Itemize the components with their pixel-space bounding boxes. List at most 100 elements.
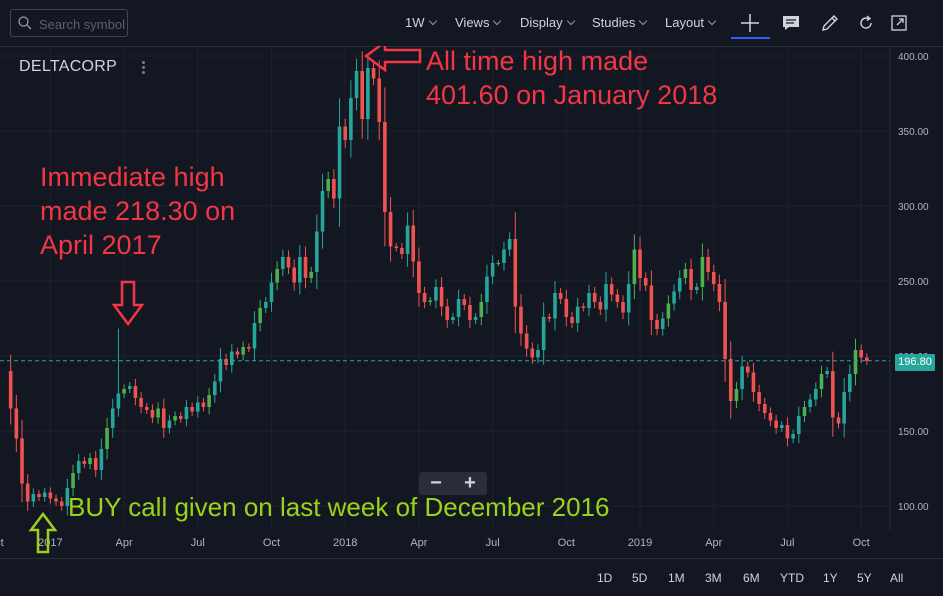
candle-body [439,287,444,307]
candle-body [25,483,30,502]
candle-body [394,246,399,248]
x-tick-label: Oct [853,537,870,549]
candle-body [649,285,654,320]
range-1y-button[interactable]: 1Y [823,571,838,585]
candle-body [621,302,625,313]
candle-body [315,231,319,272]
arrow-left-icon [363,46,422,73]
range-5y-button[interactable]: 5Y [857,571,872,585]
display-menu[interactable]: Display [520,15,575,30]
candle-body [853,350,858,374]
views-menu[interactable]: Views [455,15,502,30]
search-input[interactable] [37,14,127,34]
candle-body [587,293,591,308]
candle-body [575,306,580,323]
range-6m-button[interactable]: 6M [743,571,760,585]
candle-body [252,323,257,349]
zoom-in-button[interactable]: + [464,472,476,494]
ath-annotation-line1: All time high made [426,46,649,76]
candle-body [275,269,279,283]
search-box[interactable] [10,9,128,37]
candle-body [354,71,359,98]
x-tick-label: 2018 [333,537,357,549]
candle-body [309,272,313,278]
candle-body [405,225,410,254]
candle-body [150,410,155,418]
candle-body [201,402,206,407]
candle-body [694,287,699,290]
candle-body [303,257,308,278]
studies-menu[interactable]: Studies [592,15,648,30]
x-tick-label: 2019 [628,537,652,549]
candle-body [655,320,659,329]
candle-body [814,389,818,400]
layout-label: Layout [665,15,705,30]
candle-body [723,302,727,359]
immediate-annotation-line1: Immediate high [40,162,225,192]
x-tick-label: Jul [486,537,500,549]
range-all-button[interactable]: All [890,571,904,585]
candlestick-series [8,51,869,516]
candle-body [672,291,676,304]
message-icon[interactable] [781,13,801,33]
candle-body [388,212,393,247]
candle-body [660,318,665,329]
crosshair-icon[interactable] [740,13,760,33]
candle-body [547,317,552,319]
candle-body [235,351,240,355]
candle-body [195,402,200,412]
candle-body [360,71,365,119]
symbol-title[interactable]: DELTACORP [19,58,118,75]
candle-body [88,458,92,464]
candle-body [105,428,109,449]
candle-body [337,126,342,199]
x-tick-label: Apr [410,537,427,549]
candle-body [802,407,807,416]
fullscreen-icon[interactable] [889,13,909,33]
range-5d-button[interactable]: 5D [632,571,648,585]
range-3m-button[interactable]: 3M [705,571,722,585]
chevron-down-icon [428,16,437,26]
x-tick-label: Jul [780,537,794,549]
candle-body [144,407,149,410]
candle-body [320,191,325,232]
arrow-down-icon [111,280,145,327]
candle-body [434,287,438,301]
y-tick-label: 100.00 [898,502,929,513]
range-ytd-button[interactable]: YTD [780,571,804,585]
more-options-icon[interactable] [139,60,147,76]
candle-body [224,359,228,365]
x-tick-label: Oct [263,537,280,549]
candle-body [541,317,546,350]
candle-body [178,416,183,419]
candle-body [785,425,790,439]
range-1d-button[interactable]: 1D [597,571,613,585]
candle-body [831,371,835,418]
candle-body [445,306,450,320]
range-1m-button[interactable]: 1M [668,571,685,585]
candle-body [524,333,529,349]
candle-body [14,408,19,439]
candle-body [485,276,489,302]
candle-body [592,293,597,302]
candle-body [689,269,693,290]
undo-icon[interactable] [856,13,876,33]
price-chart[interactable]: 100.00150.00200.00250.00300.00350.00400.… [0,46,943,558]
candle-body [757,392,761,404]
candle-body [728,359,733,401]
candle-body [536,350,540,358]
pencil-icon[interactable] [820,13,840,33]
interval-select[interactable]: 1W [405,15,437,30]
candle-body [734,389,739,401]
candle-body [37,494,41,497]
candle-body [490,263,495,277]
candle-body [417,261,421,293]
candle-body [8,371,13,409]
zoom-out-button[interactable]: − [430,472,442,494]
candle-body [842,392,846,424]
current-price-badge: 196.80 [895,354,935,371]
candle-body [82,461,87,464]
time-axis: ct 2017 Apr Jul Oct 2018 Apr Jul Oct 2019 Apr Jul Oc… [0,537,870,549]
immediate-annotation-line2: made 218.30 on [40,196,236,226]
layout-menu[interactable]: Layout [665,15,717,30]
